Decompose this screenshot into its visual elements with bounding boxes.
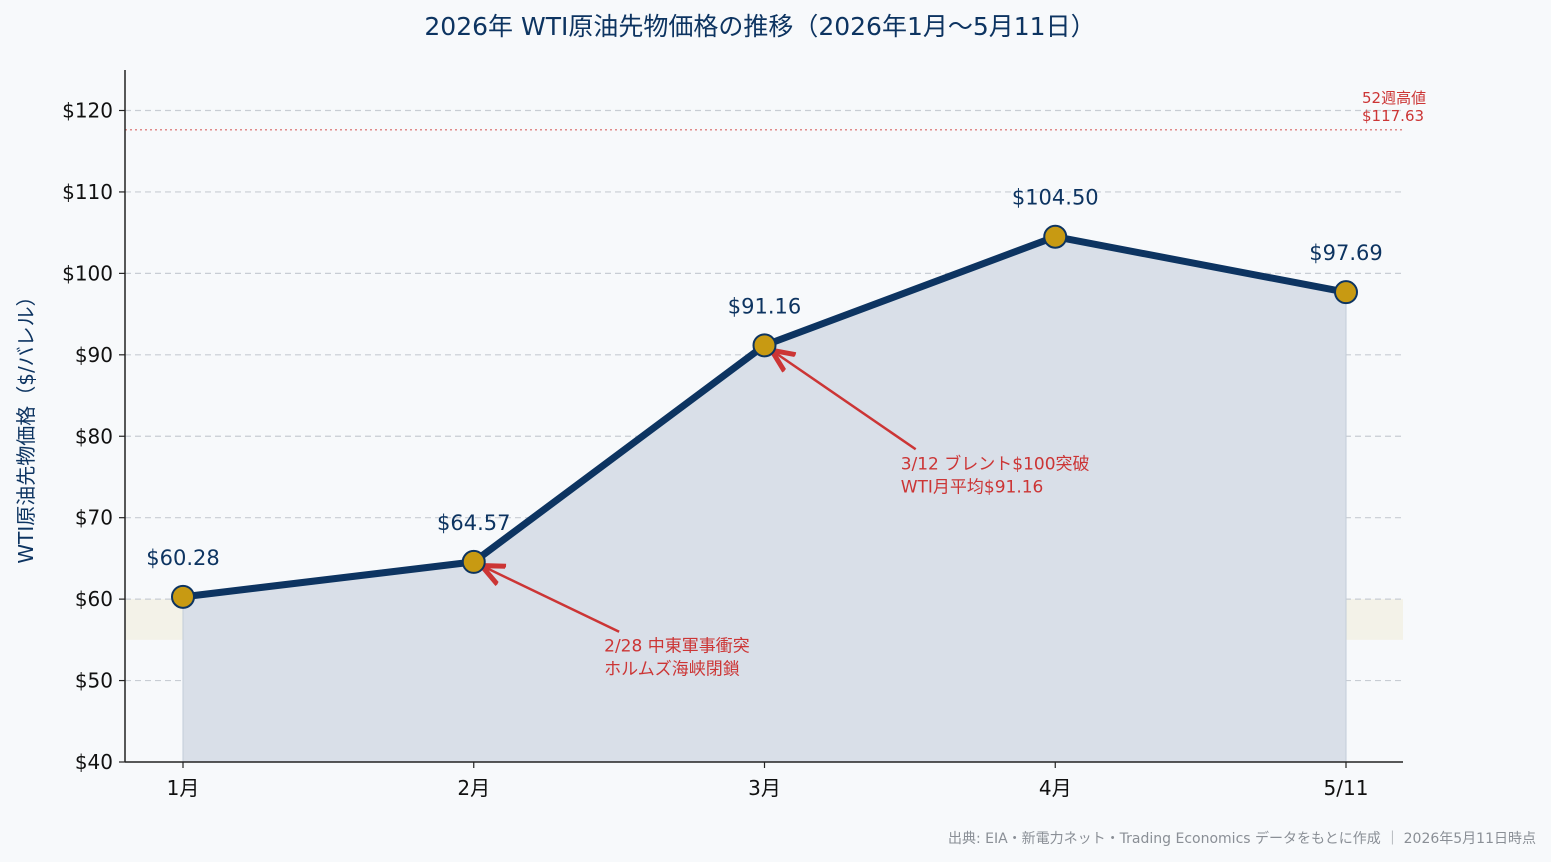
y-tick-label: $100 — [62, 261, 113, 285]
annotation-arrow-1 — [484, 567, 620, 633]
data-label: $60.28 — [146, 546, 219, 570]
data-label: $64.57 — [437, 511, 510, 535]
data-label: $91.16 — [728, 294, 801, 318]
data-point-marker — [461, 549, 486, 574]
x-tick-label: 2月 — [457, 776, 490, 800]
reference-label-title: 52週高値 — [1362, 89, 1426, 107]
y-tick-label: $90 — [75, 343, 113, 367]
reference-label-value: $117.63 — [1362, 107, 1424, 125]
x-tick-label: 3月 — [748, 776, 781, 800]
annotation-text-2-line1: 3/12 ブレント$100突破 — [901, 453, 1090, 474]
y-tick-label: $50 — [75, 669, 113, 693]
annotation-text-1-line1: 2/28 中東軍事衝突 — [604, 637, 750, 657]
chart-title: 2026年 WTI原油先物価格の推移（2026年1月～5月11日） — [424, 12, 1095, 41]
plot-area: 52週高値$117.63 $40 $50 $60 $70 $80 $90 $100 $110 $1… — [62, 70, 1426, 800]
annotation-text-2-line2: WTI月平均$91.16 — [901, 477, 1044, 497]
data-point-marker — [752, 333, 777, 358]
y-tick-label: $70 — [75, 506, 113, 530]
x-tick-label: 4月 — [1039, 776, 1072, 800]
data-label: $97.69 — [1309, 241, 1382, 265]
x-tick-label: 1月 — [167, 776, 200, 800]
data-point-marker — [171, 584, 195, 609]
annotation-arrow-2 — [774, 352, 917, 451]
y-axis-label: WTI原油先物価格（$/バレル） — [14, 286, 38, 563]
source-note: 出典: EIA・新電力ネット・Trading Economics データをもとに… — [948, 830, 1536, 847]
y-tick-label: $110 — [62, 180, 113, 204]
y-tick-label: $40 — [75, 750, 113, 774]
data-label: $104.50 — [1012, 186, 1099, 210]
annotation-text-1-line2: ホルムズ海峡閉鎖 — [604, 660, 740, 680]
x-tick-label: 5/11 — [1324, 776, 1369, 800]
data-point-marker — [1043, 224, 1068, 249]
data-point-marker — [1334, 280, 1358, 305]
y-tick-label: $60 — [75, 587, 113, 611]
y-tick-label: $120 — [62, 99, 113, 123]
y-tick-label: $80 — [75, 424, 113, 448]
